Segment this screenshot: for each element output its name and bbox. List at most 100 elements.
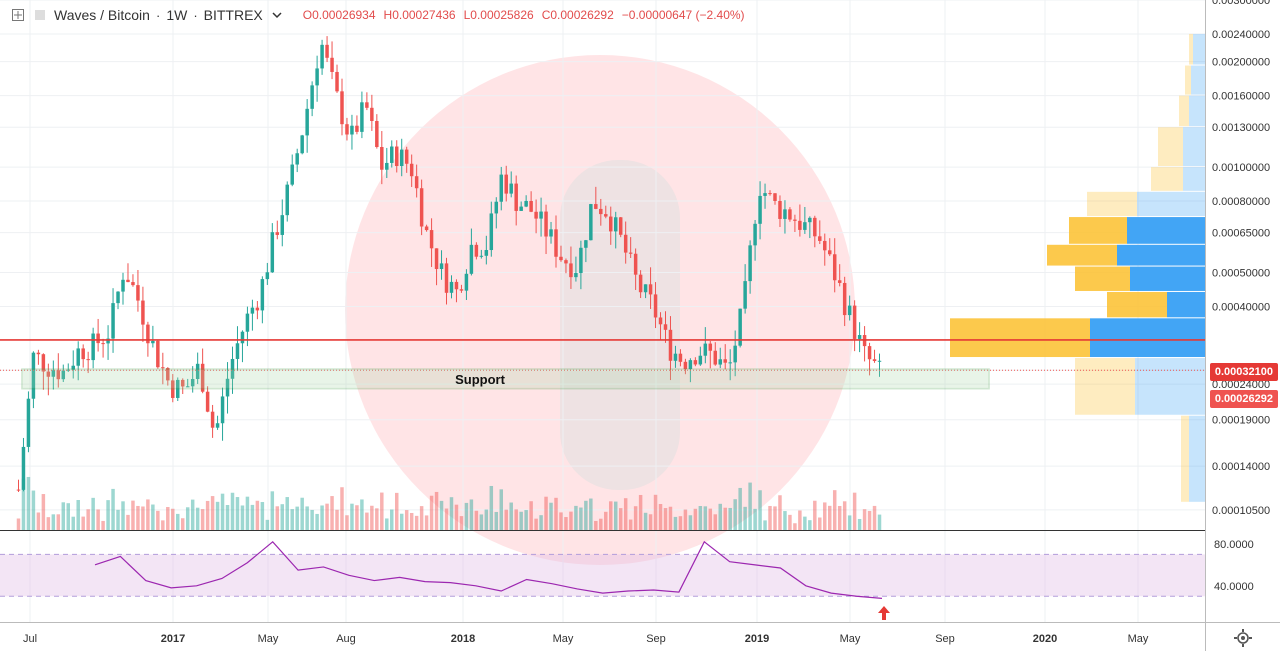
candle-body [852,305,857,339]
candle-body [345,124,349,135]
volume-bar [61,502,66,530]
volume-bar [370,505,374,530]
volume-bar [479,514,484,530]
volume-bar [310,509,314,530]
change-value: −0.00000647 (−2.40%) [621,8,745,22]
candle-body [111,303,115,339]
volume-bar [499,489,504,530]
exchange-label[interactable]: BITTREX [203,7,263,23]
volume-bar [56,514,61,530]
candle-body [255,307,260,311]
candle-body [683,361,688,370]
candle-body [325,44,329,58]
volume-bar [758,490,762,530]
volume-bar [579,507,583,530]
candle-body [86,359,90,361]
ohlc-readout: O0.00026934 H0.00027436 L0.00025826 C0.0… [303,8,745,22]
candle-body [837,280,842,283]
volume-bar [678,516,683,530]
candle-body [424,226,429,231]
candle-body [131,282,135,286]
candle-body [210,411,215,428]
candle-body [101,343,105,345]
volume-bar [240,505,245,530]
vp-sell-bar [1069,217,1127,244]
volume-bar [176,513,180,530]
symbol-title[interactable]: Waves / Bitcoin [54,7,150,23]
volume-bar [688,515,693,530]
candle-body [146,324,150,344]
volume-bar [305,506,309,530]
volume-bar [365,512,369,530]
candle-body [449,281,454,293]
candle-body [390,146,394,163]
chevron-down-icon[interactable] [269,7,285,23]
volume-bar [827,505,832,530]
volume-bar [773,506,777,530]
candle-body [673,353,678,361]
candle-body [708,343,713,351]
candle-body [564,260,568,264]
vp-buy-bar [1183,127,1205,167]
candle-body [300,135,304,154]
time-tick-label: May [840,633,861,645]
vp-buy-bar [1090,318,1205,358]
volume-bar [763,520,767,530]
gear-icon[interactable] [1233,628,1253,648]
candle-body [176,379,180,398]
candle-body [469,244,474,274]
vp-buy-bar [1191,65,1205,95]
volume-bar [668,506,673,530]
volume-bar [136,505,140,530]
volume-bar [514,509,518,530]
candle-body [678,353,683,362]
volume-bar [564,517,568,530]
volume-bar [534,518,538,530]
candle-body [76,348,80,366]
candle-body [733,345,737,363]
time-tick-label: 2019 [745,633,769,645]
candle-body [713,350,718,365]
candle-body [509,183,513,194]
candle-body [728,362,732,364]
candle-body [579,247,583,273]
time-tick-label: May [258,633,279,645]
volume-bar [823,502,827,530]
volume-bar [210,496,215,530]
volume-bar [151,504,155,530]
candle-body [285,184,289,216]
volume-bar [285,497,289,530]
candle-body [718,359,722,365]
vp-buy-bar [1135,358,1205,415]
time-tick-label: Aug [336,633,356,645]
candle-body [484,250,489,256]
candle-body [693,360,698,365]
candle-body [743,281,747,309]
volume-bar [325,503,329,530]
candle-body [404,149,409,164]
volume-bar [842,501,847,530]
expand-icon[interactable] [10,7,26,23]
volume-bar [275,506,280,530]
volume-bar [409,512,414,530]
volume-bar [96,509,100,530]
vp-buy-bar [1167,291,1205,318]
candle-body [41,354,46,372]
volume-bar [31,490,36,530]
candle-body [668,329,673,361]
candle-body [385,162,389,170]
price-tick-label: 0.00300000 [1212,0,1270,7]
volume-bar [703,506,708,530]
candle-body [330,57,334,72]
candle-body [270,232,275,273]
candle-body [71,365,75,370]
price-tick-label: 0.00050000 [1212,268,1270,280]
volume-bar [554,497,558,530]
candle-body [116,291,120,304]
interval-label[interactable]: 1W [166,7,188,23]
volume-bar [71,516,75,530]
candle-body [643,284,648,293]
price-tick-label: 0.00065000 [1212,228,1270,240]
candle-body [549,229,553,237]
